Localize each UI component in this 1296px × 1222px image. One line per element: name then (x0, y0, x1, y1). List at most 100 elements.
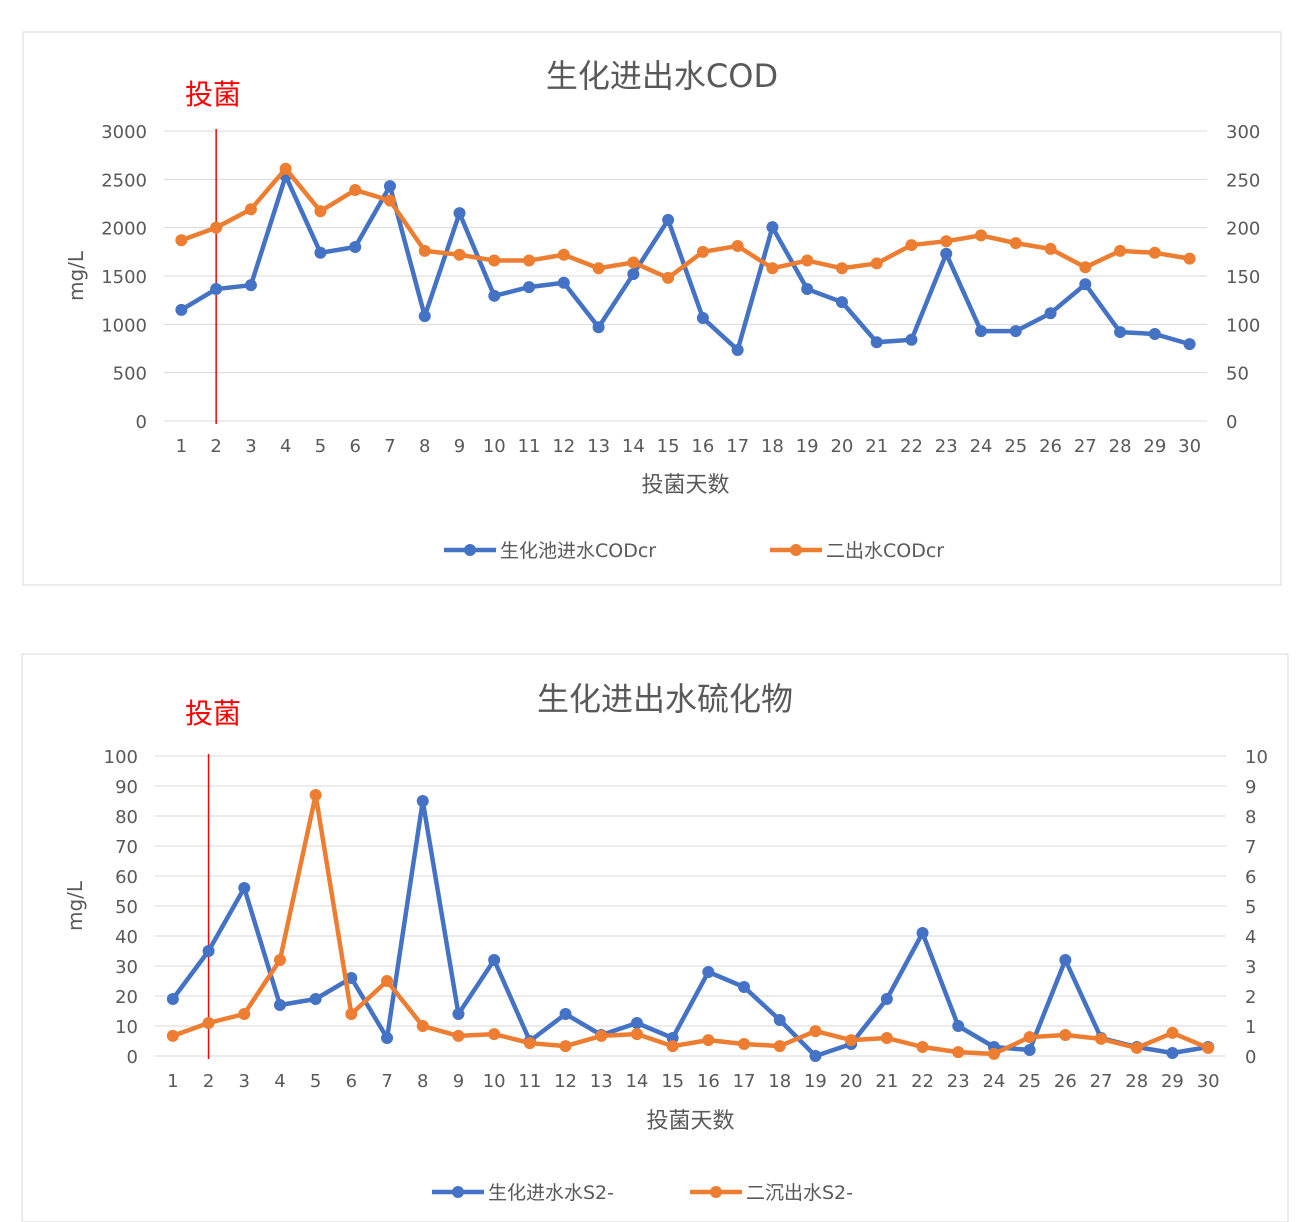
x-tick-label: 8 (417, 1071, 428, 1092)
x-tick-label: 22 (911, 1071, 934, 1092)
data-point (345, 972, 358, 984)
y2-tick-label: 9 (1245, 777, 1256, 798)
data-point (870, 336, 883, 349)
data-point (523, 281, 536, 294)
x-tick-label: 17 (733, 1071, 756, 1092)
data-point (809, 1025, 822, 1038)
y-tick-label: 50 (115, 897, 138, 918)
chart-2: 生化进出水硫化物01020304050607080901000123456789… (21, 653, 1289, 1222)
data-point (975, 325, 988, 338)
data-point (416, 795, 429, 807)
data-point (383, 194, 396, 207)
data-point (488, 254, 501, 267)
data-point (488, 954, 501, 966)
data-point (453, 207, 466, 220)
data-point (801, 254, 814, 267)
data-point (627, 256, 640, 269)
x-tick-label: 10 (483, 436, 506, 457)
x-tick-label: 1 (176, 436, 187, 457)
y2-tick-label: 0 (1245, 1047, 1256, 1068)
data-point (731, 240, 744, 253)
x-tick-label: 21 (865, 436, 888, 457)
x-tick-label: 19 (804, 1071, 827, 1092)
data-point (1009, 237, 1022, 250)
data-point (1114, 244, 1127, 257)
chart-border (21, 653, 1289, 1222)
data-point (773, 1040, 786, 1053)
data-point (905, 333, 918, 346)
y2-tick-label: 7 (1245, 837, 1256, 858)
data-point (202, 1017, 215, 1029)
data-point (557, 276, 570, 289)
x-tick-label: 6 (349, 436, 360, 457)
data-point (559, 1040, 572, 1053)
y2-tick-label: 250 (1226, 170, 1260, 191)
y2-tick-label: 10 (1245, 747, 1268, 768)
data-point (349, 183, 362, 196)
x-tick-label: 8 (419, 436, 430, 457)
data-point (1130, 1041, 1143, 1054)
x-tick-label: 23 (947, 1071, 970, 1092)
data-point (1023, 1044, 1036, 1056)
x-tick-label: 5 (315, 436, 326, 457)
data-point (916, 927, 929, 939)
y2-tick-label: 150 (1226, 267, 1260, 288)
data-point (940, 247, 953, 260)
data-point (1148, 328, 1161, 340)
y-tick-label: 100 (104, 747, 138, 768)
x-tick-label: 13 (590, 1071, 613, 1092)
data-point (766, 262, 779, 275)
data-point (952, 1020, 965, 1032)
chart-title: 生化进出水COD (546, 57, 778, 95)
series-line-2 (180, 166, 1190, 281)
data-point (202, 945, 215, 957)
y-axis-label: mg/L (63, 880, 87, 931)
data-point (238, 1008, 251, 1020)
y-tick-label: 0 (127, 1047, 138, 1068)
data-point (1095, 1032, 1108, 1045)
data-point (349, 241, 362, 253)
x-axis-label: 投菌天数 (646, 1109, 734, 1134)
x-tick-label: 1 (167, 1071, 178, 1092)
y2-tick-label: 4 (1245, 927, 1256, 948)
data-point (738, 981, 751, 993)
data-point (975, 229, 988, 242)
x-tick-label: 28 (1109, 436, 1132, 457)
data-point (987, 1047, 1000, 1060)
y-tick-label: 60 (115, 867, 138, 888)
x-tick-label: 17 (726, 436, 749, 457)
data-point (592, 321, 605, 334)
x-tick-label: 29 (1143, 436, 1166, 457)
x-tick-label: 12 (552, 436, 575, 457)
series-line-1 (171, 798, 1209, 1059)
data-point (702, 1034, 715, 1047)
x-tick-label: 16 (697, 1071, 720, 1092)
dosing-annotation: 投菌 (185, 697, 241, 730)
data-point (1166, 1026, 1179, 1039)
y2-tick-label: 2 (1245, 987, 1256, 1008)
data-point (627, 268, 640, 281)
data-point (1009, 325, 1022, 338)
x-tick-label: 6 (346, 1071, 357, 1092)
data-point (1023, 1031, 1036, 1044)
data-point (166, 1029, 179, 1042)
y-tick-label: 10 (115, 1017, 138, 1038)
x-tick-label: 25 (1018, 1071, 1041, 1092)
x-tick-label: 11 (518, 1071, 541, 1092)
data-point (1059, 954, 1072, 966)
x-tick-label: 11 (518, 436, 541, 457)
y2-tick-label: 3 (1245, 957, 1256, 978)
x-tick-label: 9 (453, 1071, 464, 1092)
data-point (238, 882, 251, 894)
data-point (738, 1038, 751, 1050)
data-point (559, 1008, 572, 1020)
x-tick-label: 21 (875, 1071, 898, 1092)
data-point (523, 254, 536, 267)
y-tick-label: 0 (136, 412, 147, 433)
data-point (880, 1032, 893, 1044)
data-point (905, 239, 918, 252)
data-point (1148, 246, 1161, 259)
y-tick-label: 30 (115, 957, 138, 978)
y2-tick-label: 100 (1226, 315, 1260, 336)
